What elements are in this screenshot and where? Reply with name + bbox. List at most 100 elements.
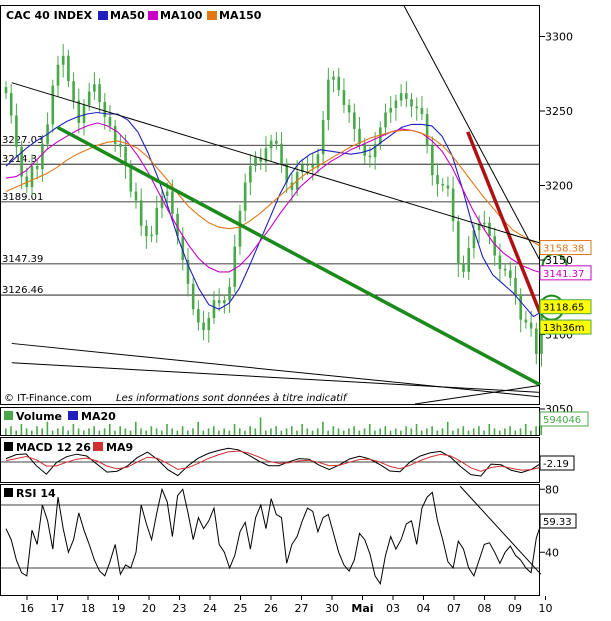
candle-body — [134, 191, 138, 201]
volume-bar — [462, 426, 465, 435]
candle-body — [441, 184, 445, 186]
volume-bar — [348, 428, 350, 435]
candle-body — [498, 255, 502, 269]
candle-body — [488, 222, 491, 237]
candle-body — [87, 91, 91, 106]
candle-body — [285, 164, 289, 183]
rsi-line — [5, 485, 542, 586]
candle-body — [72, 81, 75, 101]
volume-bar — [400, 430, 402, 435]
x-axis-label: 27 — [295, 602, 309, 615]
volume-bar — [311, 430, 314, 435]
x-axis-label: Mai — [351, 602, 373, 615]
candle-body — [41, 143, 44, 170]
horizontal-level-label: 3227.03 — [2, 135, 43, 146]
x-axis-label: 20 — [142, 602, 156, 615]
instrument-title: CAC 40 INDEX — [6, 9, 93, 22]
volume-bar — [342, 430, 345, 435]
volume-bar — [270, 428, 272, 435]
volume-bar — [160, 430, 163, 435]
volume-bar — [363, 428, 366, 435]
rsi-series-line — [5, 487, 542, 586]
volume-bar — [62, 426, 64, 435]
volume-bar — [472, 428, 475, 435]
rsi-trendline — [459, 485, 542, 575]
volume-bar — [82, 430, 85, 435]
volume-bar — [103, 428, 106, 435]
volume-bar — [88, 428, 90, 435]
volume-bar — [108, 424, 111, 435]
volume-legend-label: Volume — [16, 410, 62, 423]
candle-body — [217, 300, 221, 304]
volume-bar — [140, 428, 142, 435]
last-value-labels: 3158.38 3141.37 3118.65 13h36m — [539, 240, 592, 335]
x-axis-label: 18 — [81, 602, 95, 615]
volume-bar — [249, 426, 251, 435]
volume-bar — [10, 426, 12, 435]
volume-bar — [457, 428, 459, 435]
candle-body — [415, 106, 419, 109]
volume-bar — [124, 428, 127, 435]
candle-body — [249, 166, 252, 183]
candle-body — [238, 210, 242, 247]
volume-bar — [212, 426, 215, 435]
rsi-axis: 40 80 — [540, 483, 559, 559]
volume-bar — [327, 430, 329, 435]
candle-body — [207, 318, 211, 331]
volume-bar — [171, 428, 173, 435]
volume-bar — [446, 421, 449, 435]
macd-line — [5, 447, 542, 477]
candle-body — [259, 157, 263, 162]
candle-body — [269, 140, 273, 149]
volume-bar — [436, 430, 439, 435]
ma100-legend-swatch — [148, 11, 158, 20]
volume-bar — [275, 426, 277, 435]
macd-legend-swatch — [4, 442, 13, 451]
rsi-last-value-box — [539, 513, 577, 529]
volume-bar — [119, 426, 121, 435]
candle-body — [420, 108, 424, 114]
candle-body — [332, 76, 335, 80]
x-axis-label: 10 — [539, 602, 553, 615]
volume-bar — [166, 424, 168, 435]
candle-body — [160, 195, 164, 208]
candle-body — [399, 93, 403, 101]
price-axis-label: 3300 — [545, 31, 573, 44]
volume-bar — [301, 424, 303, 435]
volume-bar — [98, 430, 101, 435]
candle-body — [524, 319, 528, 323]
macd-ma9-legend-label: MA9 — [106, 441, 133, 454]
volume-bar — [46, 421, 49, 435]
candle-body — [165, 191, 169, 196]
volume-bar — [181, 426, 184, 435]
candle-body — [233, 246, 237, 287]
volume-bar — [488, 424, 491, 435]
volume-bar — [394, 428, 397, 435]
candle-body — [67, 55, 70, 82]
volume-bar — [285, 428, 288, 435]
candle-body — [347, 105, 351, 113]
volume-bar — [535, 426, 537, 435]
candle-body — [191, 283, 195, 310]
volume-bar — [296, 430, 298, 435]
price-axis-label: 3250 — [545, 105, 573, 118]
macd-lines — [5, 447, 542, 477]
candle-body — [108, 116, 112, 126]
lower-line-3 — [414, 384, 541, 405]
macd-last-value: -2.19 — [543, 459, 569, 470]
volume-bar — [93, 426, 95, 435]
candle-body — [301, 164, 304, 173]
volume-bar — [415, 424, 418, 435]
volume-bar — [332, 426, 335, 435]
candle-body — [290, 182, 294, 190]
x-axis-label: 19 — [112, 602, 126, 615]
volume-bar — [405, 426, 407, 435]
candle-body — [171, 191, 174, 214]
candle-body — [30, 166, 34, 187]
volume-bar — [514, 430, 517, 435]
candle-body — [327, 79, 330, 120]
green-trendline — [56, 125, 541, 387]
x-axis-label: 23 — [173, 602, 187, 615]
volume-bar — [467, 430, 470, 435]
